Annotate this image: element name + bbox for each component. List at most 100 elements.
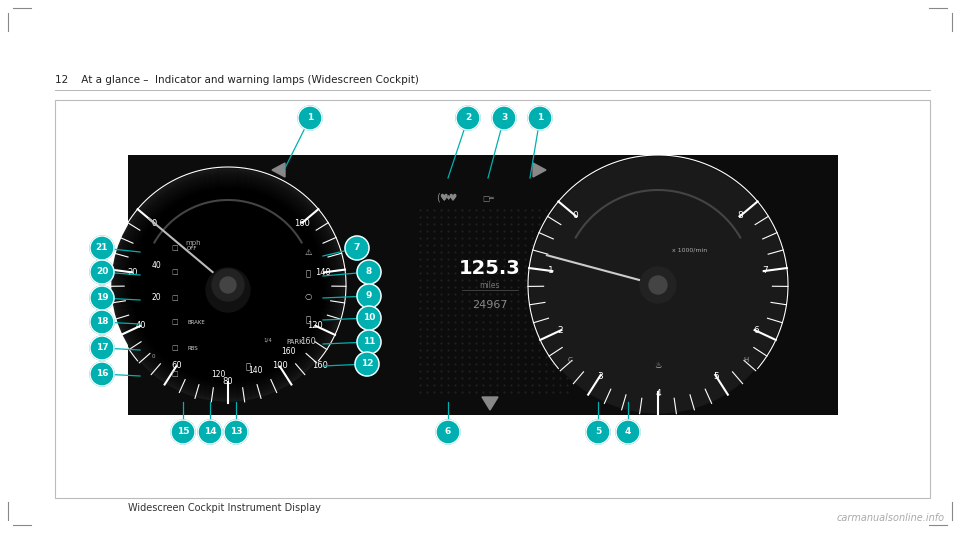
Text: 0: 0 — [152, 354, 155, 359]
Circle shape — [649, 276, 667, 294]
Circle shape — [357, 306, 381, 330]
Circle shape — [212, 269, 244, 301]
Text: (♥♥: (♥♥ — [436, 193, 458, 203]
Text: 120: 120 — [307, 321, 323, 330]
Circle shape — [528, 106, 552, 130]
Circle shape — [129, 186, 327, 384]
Circle shape — [123, 180, 333, 390]
Circle shape — [492, 106, 516, 130]
Text: 1: 1 — [537, 114, 543, 123]
Text: 18: 18 — [96, 318, 108, 327]
Text: 4: 4 — [625, 427, 631, 437]
Circle shape — [298, 106, 322, 130]
Text: 100: 100 — [272, 361, 287, 370]
Text: miles: miles — [480, 280, 500, 289]
Text: 0: 0 — [152, 219, 157, 228]
Circle shape — [357, 284, 381, 308]
Bar — [55, 100, 930, 498]
Circle shape — [113, 170, 343, 400]
Polygon shape — [482, 397, 498, 410]
Text: 160: 160 — [294, 219, 309, 228]
Text: 20: 20 — [128, 268, 138, 277]
Circle shape — [220, 277, 236, 293]
Text: OFF: OFF — [187, 246, 198, 251]
Text: 24967: 24967 — [472, 300, 508, 310]
Text: 14: 14 — [204, 427, 216, 437]
Text: □: □ — [172, 319, 179, 325]
Text: 0♦: 0♦ — [442, 195, 452, 201]
Text: 20: 20 — [96, 268, 108, 277]
Text: 4: 4 — [655, 389, 660, 398]
Circle shape — [121, 178, 335, 392]
Text: 19: 19 — [96, 294, 108, 303]
Text: 6: 6 — [444, 427, 451, 437]
Circle shape — [124, 181, 332, 389]
Text: Ⓛ: Ⓛ — [305, 270, 310, 279]
Text: 120: 120 — [211, 370, 226, 379]
Text: 3: 3 — [597, 372, 603, 381]
Circle shape — [206, 268, 250, 312]
Text: 8: 8 — [738, 211, 744, 220]
Circle shape — [114, 171, 342, 399]
Circle shape — [131, 188, 325, 382]
Text: 3: 3 — [501, 114, 507, 123]
Text: Widescreen Cockpit Instrument Display: Widescreen Cockpit Instrument Display — [128, 503, 321, 513]
Text: 5: 5 — [595, 427, 601, 437]
Text: 11: 11 — [363, 337, 375, 346]
Circle shape — [90, 260, 114, 284]
Circle shape — [119, 176, 337, 394]
Text: Ⓟ: Ⓟ — [305, 316, 310, 325]
Text: 140: 140 — [315, 268, 331, 277]
Circle shape — [90, 236, 114, 260]
Text: 2: 2 — [465, 114, 471, 123]
Text: 40: 40 — [135, 321, 146, 330]
Text: 13: 13 — [229, 427, 242, 437]
Circle shape — [357, 330, 381, 354]
Circle shape — [198, 420, 222, 444]
Circle shape — [130, 187, 326, 383]
Text: carmanualsonline.info: carmanualsonline.info — [837, 513, 945, 523]
Circle shape — [126, 183, 330, 387]
Text: H: H — [743, 357, 749, 363]
Polygon shape — [272, 163, 285, 177]
Text: ⛽: ⛽ — [246, 362, 251, 372]
Text: □: □ — [172, 371, 179, 377]
Circle shape — [134, 191, 322, 379]
Circle shape — [456, 106, 480, 130]
Circle shape — [586, 420, 610, 444]
Circle shape — [120, 177, 336, 393]
Text: 1: 1 — [307, 114, 313, 123]
Circle shape — [530, 157, 786, 413]
Circle shape — [640, 267, 676, 303]
Text: 12    At a glance –  Indicator and warning lamps (Widescreen Cockpit): 12 At a glance – Indicator and warning l… — [55, 75, 419, 85]
Text: 12: 12 — [361, 359, 373, 368]
Circle shape — [127, 184, 329, 386]
Text: 40: 40 — [151, 261, 161, 270]
Polygon shape — [533, 163, 546, 177]
Text: 0: 0 — [572, 211, 578, 220]
Text: 2: 2 — [558, 326, 563, 335]
Circle shape — [90, 310, 114, 334]
Text: 7: 7 — [354, 244, 360, 253]
Circle shape — [171, 420, 195, 444]
Circle shape — [112, 169, 344, 401]
Text: 6: 6 — [753, 326, 758, 335]
Text: 1: 1 — [548, 266, 554, 276]
Circle shape — [616, 420, 640, 444]
Text: 5: 5 — [713, 372, 719, 381]
Text: 20: 20 — [151, 294, 161, 303]
Circle shape — [355, 352, 379, 376]
Text: 160: 160 — [300, 337, 316, 346]
Text: 16: 16 — [96, 369, 108, 378]
Bar — [128, 155, 838, 415]
Circle shape — [357, 260, 381, 284]
Circle shape — [436, 420, 460, 444]
Text: ○: ○ — [304, 293, 312, 302]
Text: x 1000/min: x 1000/min — [672, 247, 708, 253]
Circle shape — [125, 182, 331, 388]
Text: 80: 80 — [223, 376, 233, 385]
Text: 17: 17 — [96, 343, 108, 352]
Circle shape — [345, 236, 369, 260]
Circle shape — [224, 420, 248, 444]
Text: □: □ — [172, 345, 179, 351]
